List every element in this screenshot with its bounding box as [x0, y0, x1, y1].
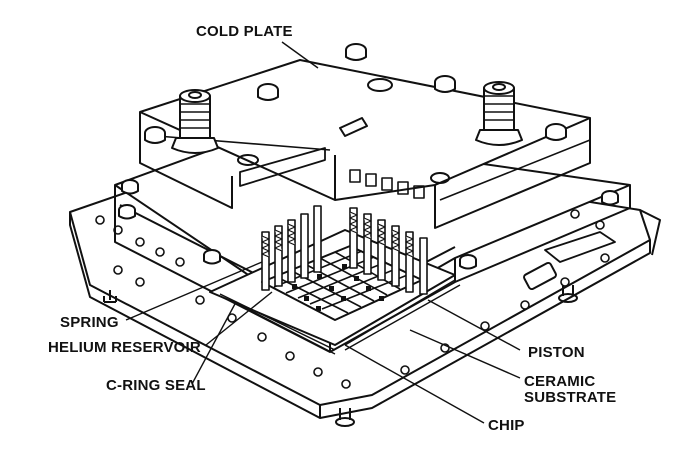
mounting-feet	[103, 285, 578, 427]
label-piston: PISTON	[528, 344, 585, 361]
piston-rows	[261, 205, 428, 295]
label-helium-reservoir: HELIUM RESERVOIR	[48, 339, 201, 356]
spring-coils	[261, 211, 414, 258]
piston-right-group	[349, 207, 428, 295]
coolant-fitting-right	[475, 81, 523, 146]
label-cold-plate: COLD PLATE	[196, 23, 293, 40]
label-chip: CHIP	[488, 417, 525, 434]
label-c-ring-seal: C-RING SEAL	[106, 377, 206, 394]
label-spring: SPRING	[60, 314, 119, 331]
piston-left-group	[261, 205, 322, 291]
coolant-fitting-left	[171, 89, 219, 154]
label-ceramic: CERAMIC	[524, 373, 596, 390]
label-substrate: SUBSTRATE	[524, 389, 617, 406]
leader-lines	[125, 41, 521, 424]
cold-plate	[139, 43, 591, 229]
